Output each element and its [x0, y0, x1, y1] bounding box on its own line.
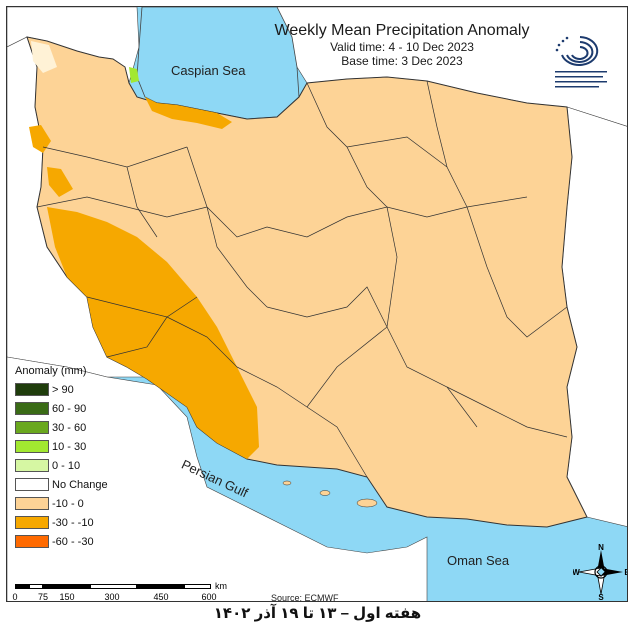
source-credit: Source: ECMWF [271, 593, 339, 602]
dry-region-caspian-coast [145, 97, 232, 129]
legend: Anomaly (mm) > 90 60 - 90 30 - 60 10 - 30 0 … [15, 365, 127, 551]
legend-item: -60 - -30 [15, 532, 127, 551]
scale-seg [137, 584, 184, 589]
scale-unit: km [215, 581, 227, 591]
legend-label: 10 - 30 [52, 440, 87, 453]
legend-label: No Change [52, 478, 108, 491]
map-title: Weekly Mean Precipitation Anomaly [274, 22, 530, 39]
logo-spiral-icon [555, 36, 607, 88]
wet-region-north [129, 67, 139, 83]
legend-label: 0 - 10 [52, 459, 81, 472]
map-canvas [7, 7, 627, 601]
scale-seg [29, 584, 43, 589]
legend-label: -60 - -30 [52, 535, 94, 548]
map-title-block: Weekly Mean Precipitation Anomaly Valid … [237, 21, 567, 68]
scale-seg [90, 584, 137, 589]
legend-item: -10 - 0 [15, 494, 127, 513]
legend-rows: > 90 60 - 90 30 - 60 10 - 30 0 - 10 No Change… [15, 380, 127, 551]
legend-swatch [15, 440, 49, 453]
legend-swatch [15, 402, 49, 415]
legend-label: 60 - 90 [52, 402, 87, 415]
legend-swatch [15, 478, 49, 491]
compass-s: S [598, 593, 604, 600]
map-frame: Weekly Mean Precipitation Anomaly Valid … [6, 6, 628, 602]
research-institute-spiral-logo [547, 25, 613, 95]
compass-n: N [598, 544, 604, 552]
dry-region-northwest [29, 125, 51, 153]
scale-tick-label: 600 [201, 592, 217, 602]
gulf-islands [282, 480, 378, 508]
legend-label: 30 - 60 [52, 421, 87, 434]
legend-swatch [15, 383, 49, 396]
legend-swatch [15, 421, 49, 434]
base-time: Base time: 3 Dec 2023 [341, 54, 463, 68]
legend-item: 60 - 90 [15, 399, 127, 418]
oman-sea-label: Oman Sea [447, 553, 510, 568]
compass-rose: N S W E [572, 543, 628, 601]
scale-tick-label: 75 [37, 592, 49, 602]
caspian-sea-label: Caspian Sea [171, 63, 246, 78]
dry-region-zagros [47, 207, 259, 459]
legend-item: 30 - 60 [15, 418, 127, 437]
neighbor-land-east [561, 106, 627, 527]
neighbor-land-arabia [7, 356, 428, 601]
scale-seg [43, 584, 90, 589]
legend-swatch [15, 535, 49, 548]
legend-item: > 90 [15, 380, 127, 399]
legend-swatch [15, 497, 49, 510]
compass-w: W [573, 568, 580, 577]
legend-label: -10 - 0 [52, 497, 84, 510]
legend-swatch [15, 516, 49, 529]
nochange-region-northwest [31, 41, 57, 73]
legend-label: > 90 [52, 383, 74, 396]
legend-item: No Change [15, 475, 127, 494]
scale-seg [15, 584, 29, 589]
legend-label: -30 - -10 [52, 516, 94, 529]
dry-region-west [47, 167, 73, 197]
bottom-caption: هفته اول – ۱۳ تا ۱۹ آذر ۱۴۰۲ [213, 605, 422, 622]
scale-tick-label: 450 [153, 592, 169, 602]
legend-item: 0 - 10 [15, 456, 127, 475]
legend-item: 10 - 30 [15, 437, 127, 456]
compass-rose-icon: N S W E [572, 543, 628, 601]
scale-bar: 0 75 150 300 450 600 km [12, 581, 227, 602]
legend-swatch [15, 459, 49, 472]
scale-seg [184, 584, 211, 589]
scale-tick-label: 300 [104, 592, 120, 602]
legend-title: Anomaly (mm) [15, 365, 87, 377]
compass-e: E [624, 568, 628, 577]
province-borders [36, 80, 568, 478]
legend-item: -30 - -10 [15, 513, 127, 532]
scale-tick-label: 0 [12, 592, 18, 602]
scale-tick-label: 150 [59, 592, 75, 602]
valid-time: Valid time: 4 - 10 Dec 2023 [330, 40, 474, 54]
